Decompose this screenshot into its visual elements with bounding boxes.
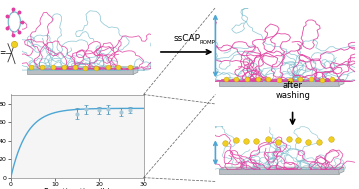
Polygon shape bbox=[219, 79, 344, 81]
X-axis label: Reaction time (h): Reaction time (h) bbox=[44, 188, 110, 189]
Text: after
washing: after washing bbox=[275, 81, 310, 100]
Text: ROMP: ROMP bbox=[199, 40, 215, 45]
Polygon shape bbox=[27, 69, 133, 74]
Text: ssCAP: ssCAP bbox=[173, 34, 200, 43]
Polygon shape bbox=[219, 167, 344, 169]
Polygon shape bbox=[339, 167, 344, 174]
Polygon shape bbox=[339, 79, 344, 85]
Polygon shape bbox=[133, 67, 138, 74]
Polygon shape bbox=[219, 81, 339, 85]
Text: =: = bbox=[0, 48, 5, 57]
Polygon shape bbox=[219, 169, 339, 174]
Polygon shape bbox=[27, 67, 138, 69]
